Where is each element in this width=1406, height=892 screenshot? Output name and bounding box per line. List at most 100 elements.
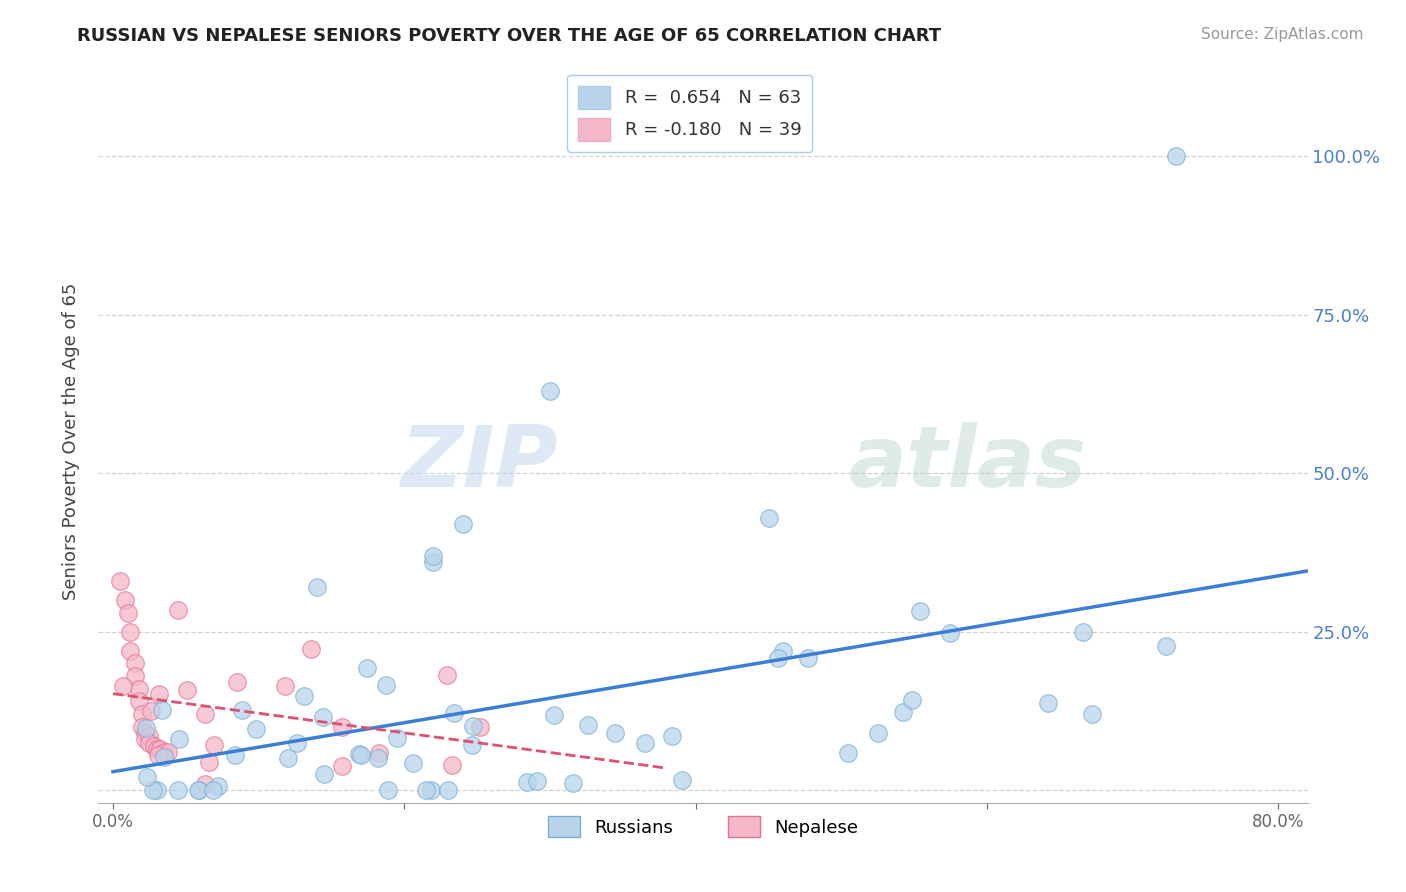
Point xyxy=(245,722,267,736)
Point xyxy=(436,783,458,797)
Point xyxy=(385,731,408,746)
Point xyxy=(443,706,465,720)
Point xyxy=(671,773,693,788)
Point xyxy=(166,783,188,797)
Point xyxy=(167,731,190,746)
Point xyxy=(356,660,378,674)
Point xyxy=(1166,149,1188,163)
Point xyxy=(891,706,914,720)
Text: RUSSIAN VS NEPALESE SENIORS POVERTY OVER THE AGE OF 65 CORRELATION CHART: RUSSIAN VS NEPALESE SENIORS POVERTY OVER… xyxy=(77,27,942,45)
Point xyxy=(330,720,353,734)
Point xyxy=(207,779,229,793)
Point xyxy=(367,751,389,765)
Point xyxy=(120,643,142,657)
Point xyxy=(837,746,859,760)
Point xyxy=(470,721,492,735)
Point xyxy=(194,777,217,791)
Point xyxy=(120,624,142,639)
Point xyxy=(136,770,159,784)
Point xyxy=(138,729,160,743)
Point xyxy=(274,679,297,693)
Point xyxy=(661,730,683,744)
Point xyxy=(142,739,165,753)
Point xyxy=(110,574,132,588)
Point xyxy=(292,689,315,703)
Point xyxy=(226,674,249,689)
Point xyxy=(377,783,399,797)
Point xyxy=(562,776,585,790)
Point xyxy=(153,745,176,759)
Point xyxy=(198,755,221,769)
Point xyxy=(868,726,890,740)
Point xyxy=(224,747,246,762)
Point xyxy=(124,669,146,683)
Point xyxy=(157,745,180,759)
Point xyxy=(312,710,335,724)
Text: atlas: atlas xyxy=(848,422,1087,505)
Point xyxy=(188,783,211,797)
Point xyxy=(111,679,134,693)
Point xyxy=(461,739,484,753)
Point xyxy=(1071,624,1094,639)
Point xyxy=(131,707,153,722)
Point xyxy=(908,604,931,618)
Point xyxy=(299,641,322,656)
Point xyxy=(134,726,156,740)
Point xyxy=(375,678,398,692)
Point xyxy=(526,773,548,788)
Point xyxy=(422,549,444,563)
Point xyxy=(330,759,353,773)
Point xyxy=(440,758,463,772)
Point xyxy=(134,732,156,747)
Point xyxy=(538,384,561,398)
Point xyxy=(128,694,150,708)
Point xyxy=(138,735,160,749)
Point xyxy=(402,756,425,770)
Point xyxy=(451,516,474,531)
Point xyxy=(204,738,226,752)
Point xyxy=(420,783,443,797)
Point xyxy=(938,626,960,640)
Point xyxy=(131,720,153,734)
Point xyxy=(148,687,170,701)
Point xyxy=(772,643,794,657)
Point xyxy=(634,736,657,750)
Point xyxy=(900,693,922,707)
Point xyxy=(135,721,157,735)
Point xyxy=(603,726,626,740)
Point xyxy=(128,681,150,696)
Point xyxy=(148,747,170,762)
Point xyxy=(576,718,599,732)
Point xyxy=(305,580,328,594)
Point xyxy=(153,750,176,764)
Point xyxy=(167,603,190,617)
Point xyxy=(114,593,136,607)
Point xyxy=(141,704,163,718)
Point xyxy=(543,708,565,723)
Point xyxy=(277,750,299,764)
Point xyxy=(797,651,820,665)
Point xyxy=(152,703,174,717)
Point xyxy=(145,742,167,756)
Point xyxy=(758,510,780,524)
Text: ZIP: ZIP xyxy=(401,422,558,505)
Point xyxy=(1154,639,1177,653)
Point xyxy=(117,606,139,620)
Point xyxy=(149,742,172,756)
Point xyxy=(124,657,146,671)
Point xyxy=(1036,696,1059,710)
Text: Source: ZipAtlas.com: Source: ZipAtlas.com xyxy=(1201,27,1364,42)
Point xyxy=(146,783,169,797)
Point xyxy=(768,651,790,665)
Point xyxy=(422,555,444,569)
Legend: Russians, Nepalese: Russians, Nepalese xyxy=(540,809,866,845)
Point xyxy=(231,703,253,717)
Point xyxy=(350,748,373,763)
Point xyxy=(436,668,458,682)
Point xyxy=(312,766,335,780)
Point xyxy=(285,736,308,750)
Point xyxy=(461,718,484,732)
Point xyxy=(415,783,437,797)
Point xyxy=(367,746,389,760)
Point xyxy=(349,747,371,761)
